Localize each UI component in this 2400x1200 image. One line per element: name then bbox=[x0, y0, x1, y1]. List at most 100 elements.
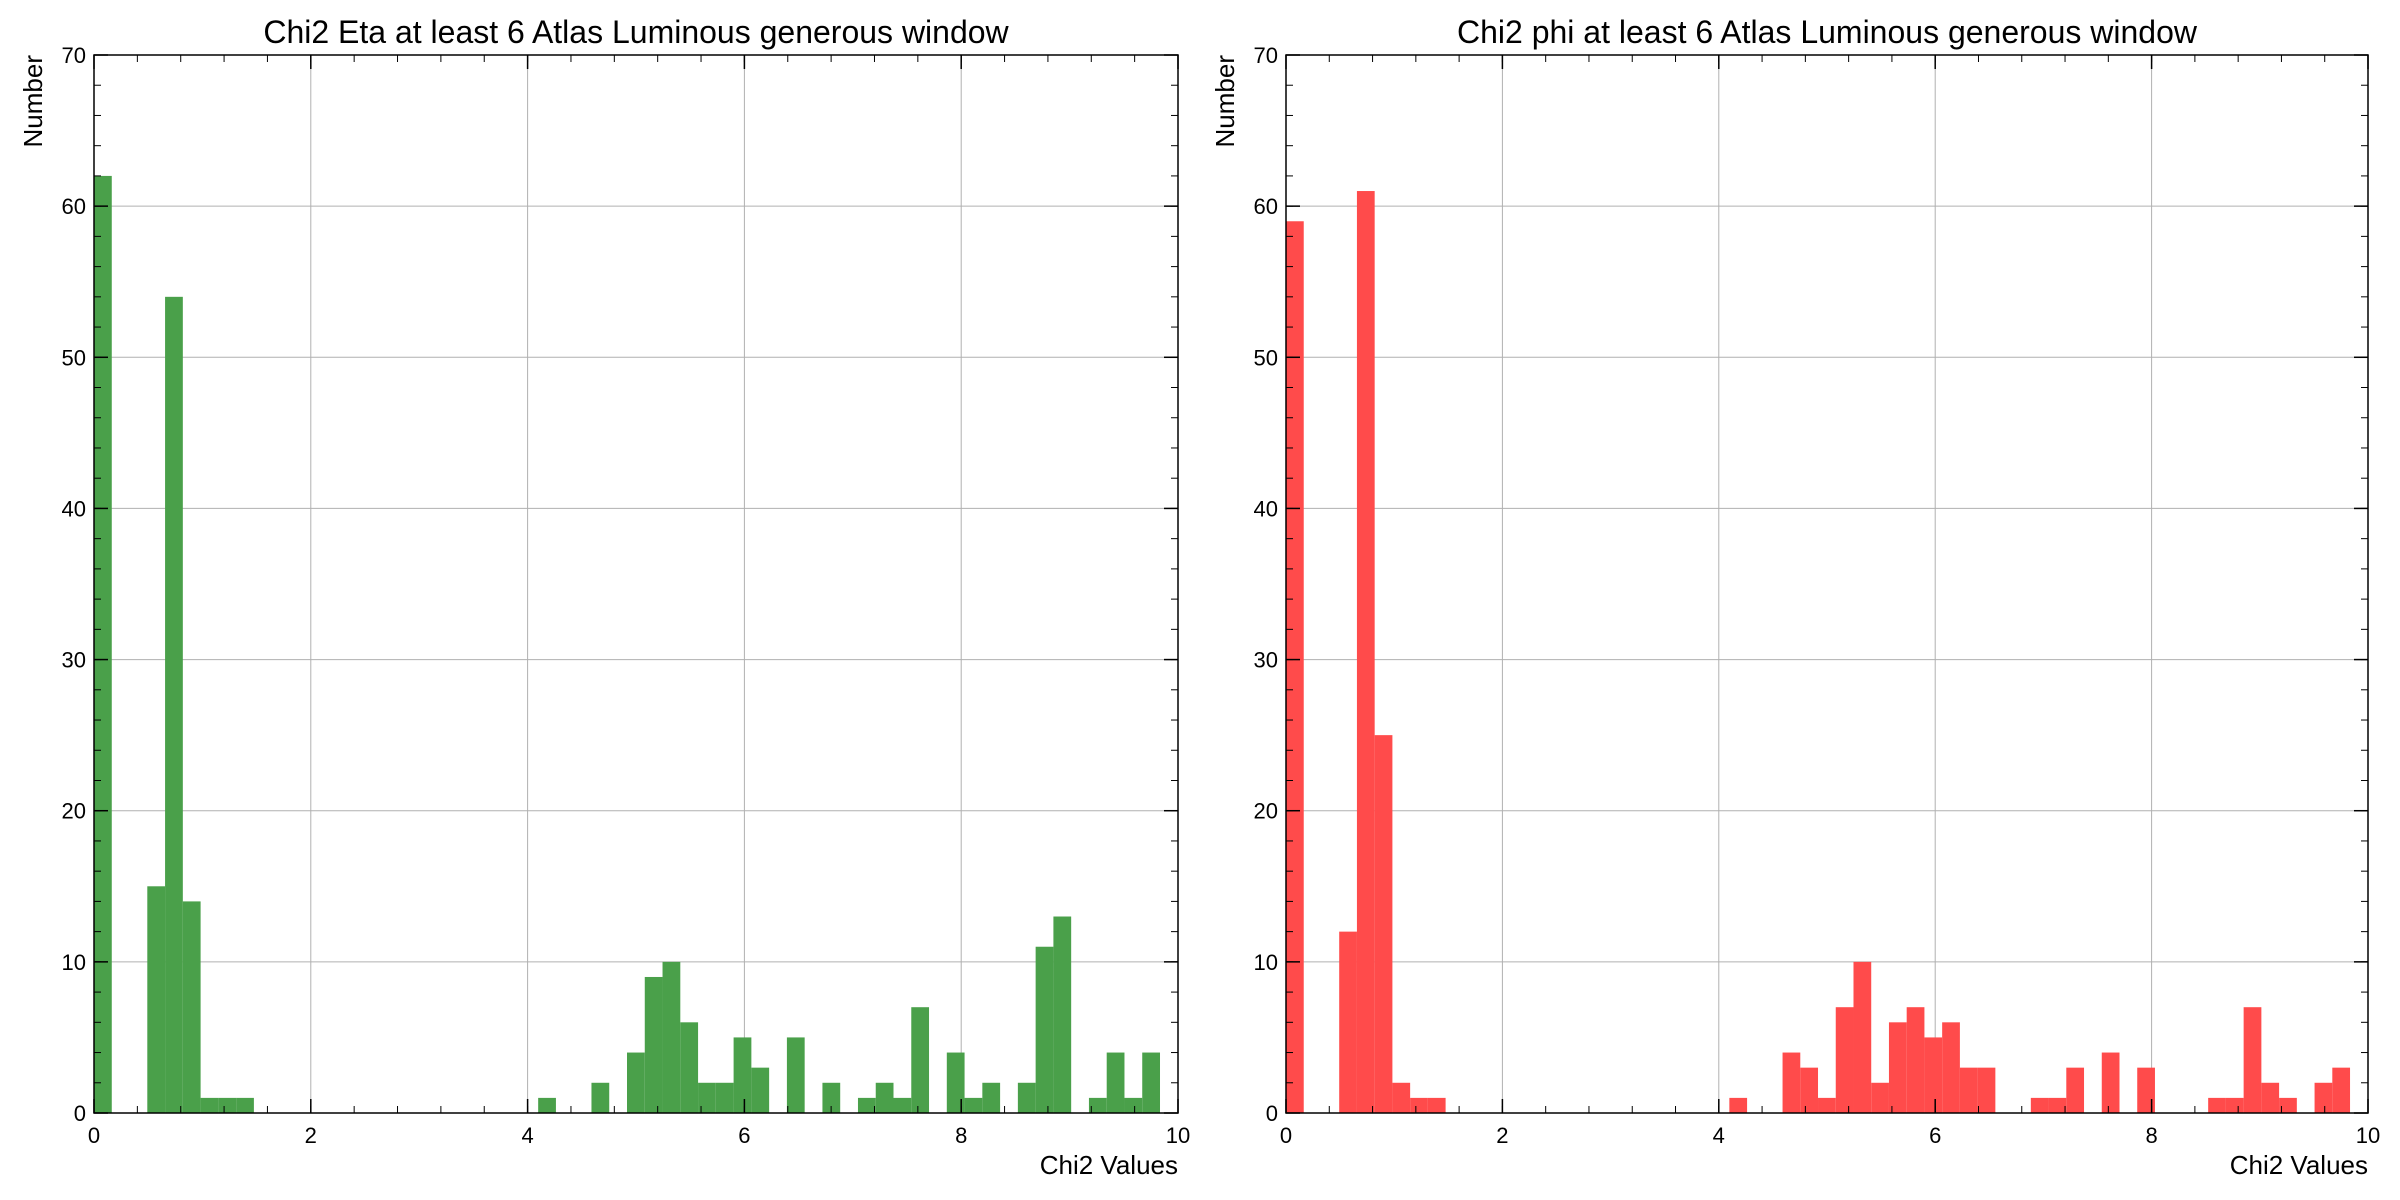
histogram-bar bbox=[1374, 735, 1393, 1113]
histogram-bar bbox=[1924, 1037, 1943, 1113]
y-tick-label: 10 bbox=[62, 950, 86, 975]
y-tick-label: 40 bbox=[1254, 496, 1278, 521]
histogram-bar bbox=[2101, 1052, 2120, 1113]
y-tick-label: 20 bbox=[1254, 799, 1278, 824]
histogram-bar bbox=[1977, 1067, 1996, 1113]
histogram-bar bbox=[1035, 946, 1054, 1113]
histogram-bar bbox=[236, 1097, 254, 1113]
x-tick-label: 10 bbox=[1166, 1123, 1190, 1148]
chart-panel-phi: Chi2 phi at least 6 Atlas Luminous gener… bbox=[1210, 14, 2380, 1180]
histogram-bar bbox=[1871, 1082, 1889, 1113]
y-tick-label: 10 bbox=[1254, 950, 1278, 975]
y-tick-label: 50 bbox=[1254, 345, 1278, 370]
tick-labels: 0 2 4 6 8 10 0 10 20 30 40 50 60 70 bbox=[62, 43, 1191, 1148]
histogram-bar bbox=[182, 901, 201, 1113]
histogram-bar bbox=[680, 1022, 699, 1113]
x-axis-label: Chi2 Values bbox=[2230, 1150, 2368, 1180]
y-tick-label: 20 bbox=[62, 799, 86, 824]
histogram-bar bbox=[1853, 961, 1872, 1113]
plot-area bbox=[94, 55, 1178, 1113]
histogram-bar bbox=[165, 296, 183, 1113]
y-tick-label: 60 bbox=[62, 194, 86, 219]
histogram-bar bbox=[2314, 1082, 2333, 1113]
y-axis-label: Number bbox=[1210, 55, 1240, 148]
histogram-bar bbox=[875, 1082, 894, 1113]
histogram-bar bbox=[2261, 1082, 2280, 1113]
histogram-bar bbox=[946, 1052, 965, 1113]
histogram-bar bbox=[1356, 191, 1375, 1113]
x-axis-label: Chi2 Values bbox=[1040, 1150, 1178, 1180]
histogram-bar bbox=[94, 175, 112, 1113]
histogram-bar bbox=[893, 1097, 912, 1113]
histogram-bar bbox=[964, 1097, 983, 1113]
histogram-bar bbox=[1942, 1022, 1960, 1113]
chart-title: Chi2 Eta at least 6 Atlas Luminous gener… bbox=[263, 14, 1009, 50]
histogram-bar bbox=[147, 886, 166, 1113]
y-tick-label: 70 bbox=[1254, 43, 1278, 68]
x-tick-label: 4 bbox=[521, 1123, 533, 1148]
histogram-bar bbox=[751, 1067, 770, 1113]
histogram-bar bbox=[2279, 1097, 2297, 1113]
histogram-bar bbox=[1959, 1067, 1978, 1113]
x-tick-label: 10 bbox=[2356, 1123, 2380, 1148]
plot-frame bbox=[93, 54, 1179, 1114]
histogram-bar bbox=[1427, 1097, 1446, 1113]
histogram-bar bbox=[982, 1082, 1001, 1113]
x-tick-label: 8 bbox=[2145, 1123, 2157, 1148]
histogram-bar bbox=[2048, 1097, 2067, 1113]
plot-frame bbox=[1285, 54, 2369, 1114]
histogram-bar bbox=[733, 1037, 752, 1113]
histogram-bar bbox=[857, 1097, 876, 1113]
histogram-bar bbox=[786, 1037, 805, 1113]
x-tick-label: 8 bbox=[955, 1123, 967, 1148]
histogram-bar bbox=[1142, 1052, 1161, 1113]
x-tick-label: 0 bbox=[88, 1123, 100, 1148]
histogram-bar bbox=[591, 1082, 610, 1113]
histogram-bar bbox=[1906, 1007, 1925, 1113]
bars bbox=[94, 175, 1161, 1113]
chart-panel-eta: Chi2 Eta at least 6 Atlas Luminous gener… bbox=[18, 14, 1190, 1180]
bars bbox=[1286, 191, 2351, 1113]
histogram-bar bbox=[2137, 1067, 2155, 1113]
histogram-bar bbox=[1339, 931, 1357, 1113]
histogram-bar bbox=[2225, 1097, 2244, 1113]
x-tick-label: 6 bbox=[738, 1123, 750, 1148]
histogram-bar bbox=[1410, 1097, 1428, 1113]
x-tick-label: 6 bbox=[1929, 1123, 1941, 1148]
y-tick-label: 30 bbox=[1254, 648, 1278, 673]
x-tick-label: 0 bbox=[1280, 1123, 1292, 1148]
y-tick-label: 70 bbox=[62, 43, 86, 68]
histogram-bar bbox=[1818, 1097, 1836, 1113]
y-axis-label: Number bbox=[18, 55, 48, 148]
histogram-bar bbox=[1017, 1082, 1036, 1113]
histogram-bar bbox=[1782, 1052, 1801, 1113]
y-tick-label: 30 bbox=[62, 648, 86, 673]
histogram-bar bbox=[538, 1097, 556, 1113]
histogram-bar bbox=[1888, 1022, 1907, 1113]
y-tick-label: 0 bbox=[74, 1101, 86, 1126]
histogram-bar bbox=[1392, 1082, 1411, 1113]
histogram-bar bbox=[627, 1052, 645, 1113]
histogram-bar bbox=[1286, 221, 1304, 1113]
histogram-bar bbox=[1835, 1007, 1854, 1113]
histogram-bar bbox=[911, 1007, 930, 1113]
histogram-bar bbox=[2030, 1097, 2049, 1113]
histogram-bar bbox=[1124, 1097, 1143, 1113]
y-tick-label: 50 bbox=[62, 345, 86, 370]
histogram-bar bbox=[715, 1082, 734, 1113]
chart-title: Chi2 phi at least 6 Atlas Luminous gener… bbox=[1457, 14, 2198, 50]
histogram-bar bbox=[822, 1082, 841, 1113]
y-tick-label: 60 bbox=[1254, 194, 1278, 219]
histogram-bar bbox=[218, 1097, 237, 1113]
histogram-bar bbox=[1800, 1067, 1819, 1113]
y-tick-label: 40 bbox=[62, 496, 86, 521]
y-tick-label: 0 bbox=[1266, 1101, 1278, 1126]
histogram-bar bbox=[1106, 1052, 1125, 1113]
histogram-bar bbox=[2332, 1067, 2351, 1113]
plot-area bbox=[1286, 55, 2368, 1113]
x-tick-label: 4 bbox=[1713, 1123, 1725, 1148]
histogram-bar bbox=[200, 1097, 219, 1113]
histogram-bar bbox=[662, 961, 681, 1113]
histogram-bar bbox=[2208, 1097, 2226, 1113]
